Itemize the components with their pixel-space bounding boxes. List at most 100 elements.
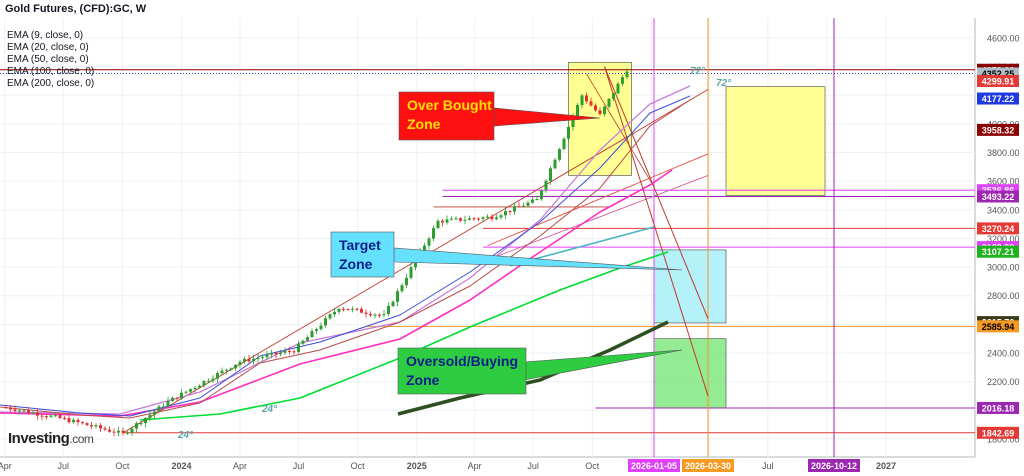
time-tick-7: 2025 [407, 461, 427, 471]
candle-body-99 [450, 218, 453, 220]
candle-body-7 [36, 412, 39, 416]
chart-title: Gold Futures, (CFD):GC, W [5, 3, 147, 15]
candle-body-70 [319, 325, 323, 330]
trend-line-6 [586, 73, 655, 188]
candle-body-20 [94, 425, 98, 427]
price-label-text-12: 2016.18 [982, 403, 1015, 413]
indicator-ema-9: EMA (9, close, 0) [7, 30, 84, 41]
price-tick-6: 3000.00 [987, 263, 1020, 273]
candle-body-40 [184, 391, 188, 393]
time-tick-6: Oct [351, 461, 366, 471]
candle-body-93 [423, 245, 426, 251]
candle-body-107 [486, 216, 489, 218]
candle-body-65 [297, 343, 300, 353]
candle-body-72 [328, 314, 332, 319]
time-tick-3: 2024 [171, 461, 191, 471]
candle-body-110 [499, 215, 503, 218]
candle-body-49 [225, 369, 228, 371]
candle-body-3 [18, 410, 21, 412]
zone-3 [653, 338, 727, 409]
candle-body-115 [522, 205, 525, 207]
candle-body-30 [139, 423, 143, 425]
candle-body-51 [234, 364, 237, 369]
candle-body-34 [157, 406, 161, 412]
price-label-text-1: 4352.25 [982, 69, 1015, 79]
indicator-ema-200: EMA (200, close, 0) [7, 78, 95, 89]
candle-body-98 [445, 219, 449, 223]
candle-body-35 [162, 406, 165, 408]
candle-body-43 [198, 385, 201, 388]
time-tick-9: Jul [527, 461, 539, 471]
candle-body-15 [72, 419, 75, 423]
candle-body-55 [252, 358, 255, 362]
price-label-bg-12 [977, 401, 1019, 414]
price-label-text-3: 4177.22 [982, 94, 1015, 104]
time-tick-5: Jul [293, 461, 305, 471]
candle-body-119 [540, 190, 543, 200]
candle-body-74 [337, 308, 341, 312]
date-marker-label-0: 2026-01-05 [631, 461, 677, 471]
candle-body-21 [99, 425, 102, 429]
zone-2 [653, 249, 727, 324]
candle-body-36 [166, 400, 170, 407]
candle-body-120 [544, 180, 548, 191]
price-label-text-4: 3958.32 [982, 125, 1015, 135]
candle-body-131 [594, 105, 597, 111]
time-tick-1: Jul [57, 461, 69, 471]
candle-body-38 [175, 397, 179, 399]
time-tick-15: 2027 [876, 461, 896, 471]
candle-body-58 [265, 354, 269, 358]
candle-body-111 [504, 211, 507, 216]
price-tick-2: 2200.00 [987, 377, 1020, 387]
candle-body-112 [508, 211, 512, 213]
ema-curve-4 [0, 95, 691, 417]
candle-body-11 [54, 415, 57, 417]
candle-body-23 [108, 429, 111, 432]
candle-body-135 [612, 93, 615, 99]
trend-line-4 [604, 66, 709, 319]
price-label-text-7: 3270.24 [982, 224, 1015, 234]
candle-body-28 [130, 428, 134, 433]
candle-body-13 [63, 417, 66, 419]
candle-body-25 [117, 430, 120, 433]
time-tick-4: Apr [233, 461, 247, 471]
candle-body-86 [391, 301, 395, 306]
candle-body-85 [387, 305, 390, 315]
candle-body-53 [243, 358, 246, 362]
date-marker-label-2: 2026-10-12 [811, 461, 857, 471]
candle-body-81 [369, 313, 372, 316]
candle-body-123 [558, 149, 561, 160]
callout-text-2: Oversold/Buying [406, 353, 518, 369]
candle-body-84 [382, 314, 386, 316]
candle-body-4 [22, 410, 26, 412]
candle-body-46 [211, 378, 215, 381]
candle-body-57 [261, 357, 264, 359]
candle-body-130 [589, 101, 593, 106]
candle-body-116 [526, 202, 530, 206]
candle-body-77 [351, 308, 354, 310]
callout-text2-2: Zone [406, 372, 440, 388]
price-tick-5: 2800.00 [987, 291, 1020, 301]
callout-box-0 [398, 91, 495, 141]
time-tick-8: Apr [468, 461, 482, 471]
candle-body-2 [13, 409, 17, 412]
candle-body-24 [112, 431, 116, 433]
price-label-bg-13 [977, 426, 1019, 439]
candle-body-22 [103, 428, 107, 430]
candle-body-12 [58, 415, 62, 418]
indicator-ema-50: EMA (50, close, 0) [7, 54, 89, 65]
candle-body-31 [144, 418, 147, 424]
candle-body-90 [409, 267, 413, 278]
candle-body-121 [549, 168, 552, 181]
time-tick-10: Oct [585, 461, 600, 471]
candle-body-75 [342, 308, 345, 310]
price-tick-3: 2400.00 [987, 348, 1020, 358]
price-label-bg-4 [977, 123, 1019, 136]
candle-body-16 [76, 419, 80, 423]
price-tick-7: 3200.00 [987, 234, 1020, 244]
candle-body-79 [360, 308, 363, 313]
angle-label-2: 72° [690, 66, 706, 77]
candle-body-32 [148, 414, 152, 419]
callout-text2-1: Zone [339, 256, 373, 272]
price-label-bg-9 [977, 245, 1019, 258]
